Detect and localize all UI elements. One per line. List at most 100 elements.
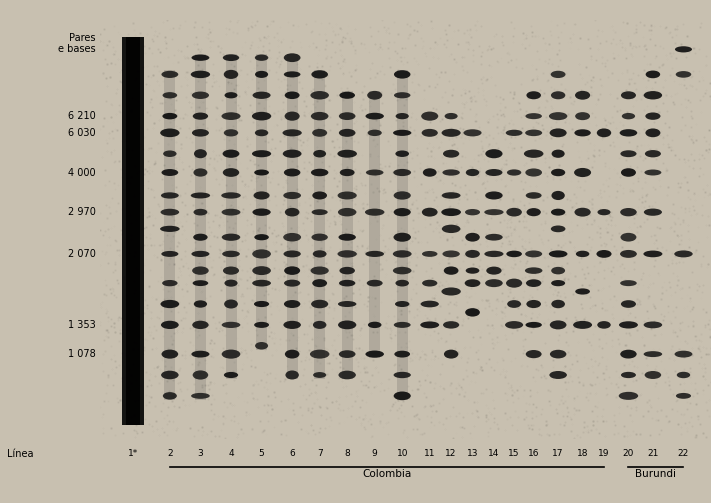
- Bar: [256, 53, 267, 350]
- Ellipse shape: [394, 70, 410, 78]
- Ellipse shape: [311, 267, 328, 275]
- Ellipse shape: [395, 113, 409, 119]
- Ellipse shape: [550, 320, 567, 329]
- Ellipse shape: [313, 372, 326, 378]
- Text: 8: 8: [344, 449, 350, 458]
- Ellipse shape: [597, 250, 611, 258]
- Ellipse shape: [551, 71, 565, 78]
- Text: 13: 13: [467, 449, 479, 458]
- Ellipse shape: [338, 234, 356, 241]
- Ellipse shape: [223, 168, 239, 177]
- Ellipse shape: [161, 169, 178, 176]
- Ellipse shape: [486, 169, 503, 176]
- Ellipse shape: [193, 209, 208, 215]
- Ellipse shape: [193, 113, 208, 120]
- Ellipse shape: [194, 149, 207, 158]
- Ellipse shape: [367, 91, 383, 100]
- Ellipse shape: [339, 112, 356, 120]
- Ellipse shape: [422, 208, 437, 217]
- Bar: [369, 91, 380, 358]
- Text: 2: 2: [167, 449, 173, 458]
- Ellipse shape: [191, 393, 210, 399]
- Bar: [122, 37, 144, 425]
- Text: 15: 15: [508, 449, 520, 458]
- Ellipse shape: [225, 280, 237, 287]
- Ellipse shape: [223, 267, 239, 275]
- Ellipse shape: [423, 169, 437, 177]
- Ellipse shape: [597, 321, 611, 328]
- Ellipse shape: [620, 250, 637, 258]
- Bar: [225, 53, 237, 379]
- Ellipse shape: [442, 250, 460, 258]
- Ellipse shape: [621, 91, 636, 99]
- Ellipse shape: [191, 193, 210, 199]
- Text: 6 210: 6 210: [68, 111, 96, 121]
- Text: 6: 6: [289, 449, 295, 458]
- Ellipse shape: [191, 251, 210, 257]
- Ellipse shape: [443, 150, 459, 157]
- Text: 18: 18: [577, 449, 588, 458]
- Ellipse shape: [620, 350, 636, 359]
- Ellipse shape: [395, 301, 410, 307]
- Text: 1 078: 1 078: [68, 349, 96, 359]
- Ellipse shape: [526, 300, 541, 308]
- Ellipse shape: [444, 113, 458, 119]
- Ellipse shape: [421, 301, 439, 307]
- Ellipse shape: [525, 113, 542, 119]
- Ellipse shape: [394, 372, 411, 378]
- Ellipse shape: [621, 150, 636, 157]
- Ellipse shape: [284, 321, 301, 329]
- Ellipse shape: [621, 372, 636, 378]
- Ellipse shape: [365, 113, 384, 120]
- Ellipse shape: [160, 129, 180, 137]
- Ellipse shape: [252, 208, 271, 216]
- Ellipse shape: [221, 192, 241, 199]
- Text: 11: 11: [424, 449, 435, 458]
- Ellipse shape: [527, 208, 541, 216]
- Ellipse shape: [486, 149, 503, 158]
- Text: 2 970: 2 970: [68, 207, 96, 217]
- Ellipse shape: [422, 280, 437, 287]
- Ellipse shape: [597, 209, 611, 215]
- Ellipse shape: [225, 92, 237, 99]
- Ellipse shape: [284, 53, 301, 62]
- Ellipse shape: [525, 267, 542, 274]
- Ellipse shape: [161, 350, 178, 359]
- Ellipse shape: [619, 392, 638, 400]
- Ellipse shape: [675, 351, 693, 358]
- Ellipse shape: [284, 169, 301, 177]
- Bar: [164, 70, 176, 400]
- Ellipse shape: [551, 300, 565, 308]
- Ellipse shape: [338, 320, 356, 329]
- Text: 20: 20: [623, 449, 634, 458]
- Ellipse shape: [395, 150, 409, 157]
- Ellipse shape: [224, 70, 238, 79]
- Ellipse shape: [421, 112, 438, 121]
- Ellipse shape: [444, 267, 459, 275]
- Ellipse shape: [161, 209, 179, 216]
- Ellipse shape: [422, 129, 438, 137]
- Ellipse shape: [163, 92, 177, 99]
- Ellipse shape: [252, 266, 271, 275]
- Ellipse shape: [465, 250, 480, 258]
- Text: 17: 17: [552, 449, 564, 458]
- Ellipse shape: [254, 301, 269, 307]
- Ellipse shape: [574, 129, 591, 136]
- Ellipse shape: [224, 129, 238, 136]
- Text: Burundi: Burundi: [636, 469, 676, 479]
- Ellipse shape: [223, 149, 240, 158]
- Ellipse shape: [551, 280, 565, 286]
- Ellipse shape: [525, 250, 542, 258]
- Ellipse shape: [338, 150, 357, 157]
- Ellipse shape: [311, 70, 328, 78]
- Ellipse shape: [525, 169, 542, 177]
- Ellipse shape: [574, 168, 591, 177]
- Text: 19: 19: [598, 449, 610, 458]
- Ellipse shape: [645, 150, 661, 157]
- Text: 16: 16: [528, 449, 540, 458]
- Ellipse shape: [465, 308, 480, 316]
- Ellipse shape: [551, 169, 565, 176]
- Ellipse shape: [312, 279, 327, 287]
- Ellipse shape: [552, 149, 565, 158]
- Ellipse shape: [222, 350, 240, 359]
